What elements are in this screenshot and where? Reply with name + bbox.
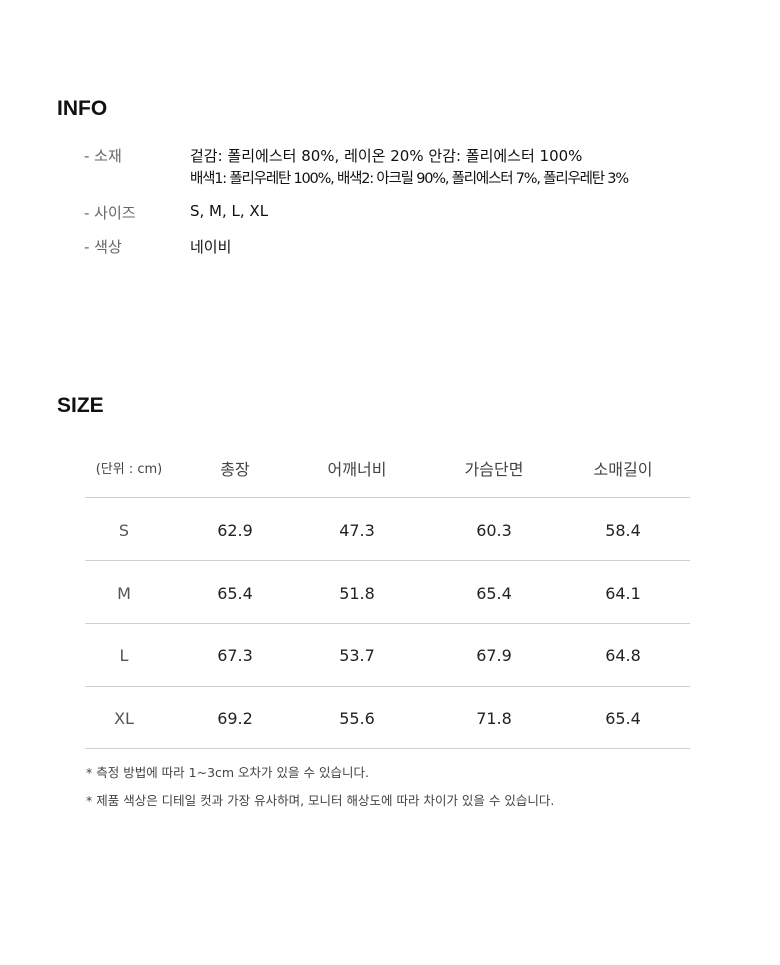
note-color: * 제품 색상은 디테일 컷과 가장 유사하며, 모니터 해상도에 따라 차이가… xyxy=(86,793,555,808)
sizes-label: - 사이즈 xyxy=(84,204,136,222)
table-cell: 47.3 xyxy=(339,521,375,540)
table-cell: 51.8 xyxy=(339,583,375,603)
table-divider xyxy=(85,623,690,624)
size-row-label: XL xyxy=(114,708,134,728)
size-heading: SIZE xyxy=(57,394,104,417)
material-label: - 소재 xyxy=(84,147,122,165)
table-header-cell: (단위 : cm) xyxy=(95,462,163,477)
table-cell: 64.1 xyxy=(605,583,641,603)
table-cell: 65.4 xyxy=(605,708,641,728)
table-cell: 55.6 xyxy=(339,708,375,728)
color-label: - 색상 xyxy=(84,238,122,256)
table-divider xyxy=(85,560,690,561)
table-cell: 64.8 xyxy=(605,646,641,665)
table-header-cell: 총장 xyxy=(220,460,250,479)
table-cell: 69.2 xyxy=(217,708,253,728)
table-header-cell: 어깨너비 xyxy=(327,460,387,479)
info-heading: INFO xyxy=(57,97,108,120)
table-cell: 67.3 xyxy=(217,646,253,665)
table-divider xyxy=(85,497,690,498)
size-row-label: S xyxy=(118,521,130,540)
table-divider xyxy=(85,748,690,749)
size-row-label: L xyxy=(119,646,129,665)
sizes-value: S, M, L, XL xyxy=(190,202,269,220)
table-header-cell: 가슴단면 xyxy=(464,460,524,479)
table-cell: 65.4 xyxy=(217,583,253,603)
material-value-line1: 겉감: 폴리에스터 80%, 레이온 20% 안감: 폴리에스터 100% xyxy=(190,147,583,165)
size-row-label: M xyxy=(117,583,131,603)
color-value: 네이비 xyxy=(190,238,232,256)
table-cell: 67.9 xyxy=(476,646,512,665)
table-cell: 53.7 xyxy=(339,646,375,665)
table-cell: 62.9 xyxy=(217,521,253,540)
table-divider xyxy=(85,686,690,687)
table-cell: 58.4 xyxy=(605,521,641,540)
material-value-line2: 배색1: 폴리우레탄 100%, 배색2: 아크릴 90%, 폴리에스터 7%,… xyxy=(190,171,629,187)
note-measurement: * 측정 방법에 따라 1~3cm 오차가 있을 수 있습니다. xyxy=(86,765,369,780)
table-cell: 71.8 xyxy=(476,708,512,728)
table-cell: 65.4 xyxy=(476,583,512,603)
table-header-cell: 소매길이 xyxy=(593,460,653,479)
table-cell: 60.3 xyxy=(476,521,512,540)
